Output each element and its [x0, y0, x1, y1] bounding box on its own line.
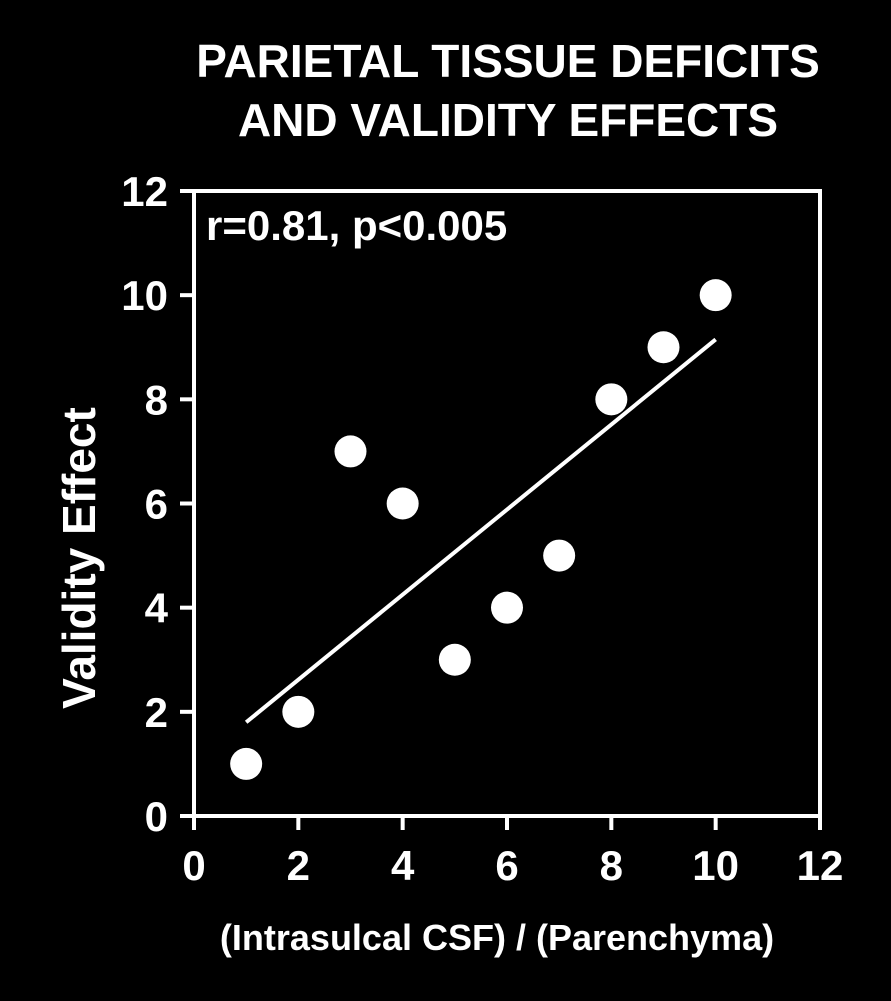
data-point	[230, 747, 263, 780]
y-tick-label: 4	[145, 585, 169, 632]
data-point	[282, 695, 315, 728]
correlation-annotation: r=0.81, p<0.005	[206, 202, 507, 249]
y-tick-label: 0	[145, 793, 168, 840]
data-point	[438, 643, 471, 676]
data-points	[230, 279, 732, 780]
data-point	[699, 279, 732, 312]
x-tick-label: 0	[182, 842, 205, 889]
y-axis: 0 2 4 6 8 10 12	[121, 168, 194, 840]
data-point	[647, 331, 680, 364]
x-tick-label: 2	[287, 842, 310, 889]
x-tick-label: 4	[391, 842, 415, 889]
data-point	[543, 539, 576, 572]
data-point	[595, 383, 628, 416]
y-tick-label: 8	[145, 376, 168, 423]
x-axis: 0 2 4 6 8 10 12	[182, 816, 843, 889]
y-tick-label: 2	[145, 689, 168, 736]
y-tick-label: 10	[121, 272, 168, 319]
x-axis-label: (Intrasulcal CSF) / (Parenchyma)	[220, 917, 774, 958]
x-tick-label: 12	[797, 842, 844, 889]
y-axis-label: Validity Effect	[53, 407, 105, 709]
chart-title-line-2: AND VALIDITY EFFECTS	[238, 94, 778, 146]
data-point	[334, 435, 367, 468]
y-tick-label: 6	[145, 481, 168, 528]
y-tick-label: 12	[121, 168, 168, 215]
regression-line	[244, 337, 717, 724]
x-tick-label: 8	[600, 842, 623, 889]
x-tick-label: 6	[495, 842, 518, 889]
x-tick-label: 10	[692, 842, 739, 889]
data-point	[386, 487, 419, 520]
chart-title-line-1: PARIETAL TISSUE DEFICITS	[196, 35, 820, 87]
data-point	[491, 591, 523, 624]
